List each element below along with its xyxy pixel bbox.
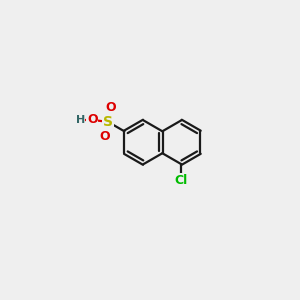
- Text: O: O: [105, 101, 116, 114]
- Text: Cl: Cl: [175, 174, 188, 187]
- Text: O: O: [100, 130, 110, 142]
- Text: H: H: [76, 115, 85, 125]
- Text: O: O: [87, 113, 98, 127]
- Text: S: S: [103, 115, 113, 129]
